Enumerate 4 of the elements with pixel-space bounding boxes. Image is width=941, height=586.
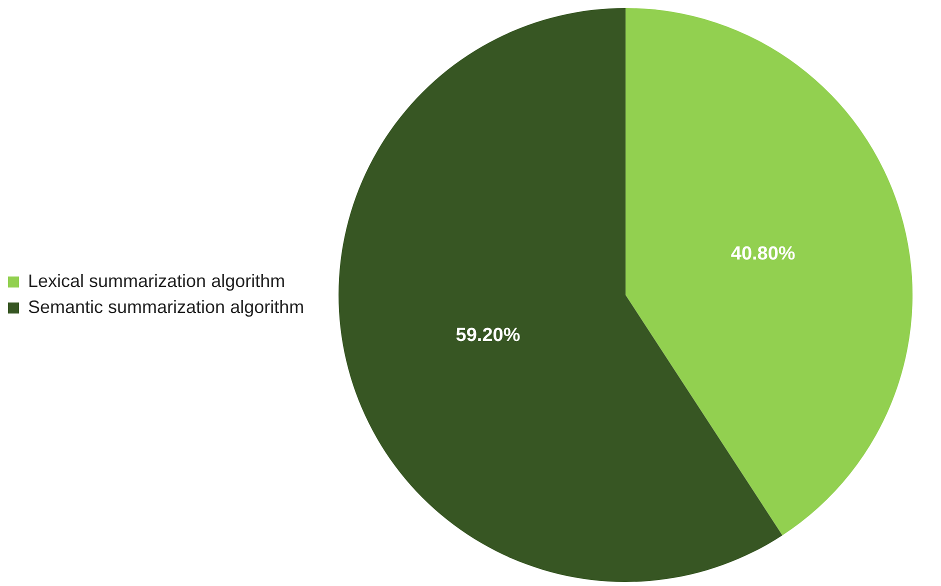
legend-label: Lexical summarization algorithm <box>28 270 286 291</box>
data-label: 40.80% <box>730 243 796 264</box>
legend-label: Semantic summarization algorithm <box>28 296 304 317</box>
data-label: 59.20% <box>456 325 520 346</box>
